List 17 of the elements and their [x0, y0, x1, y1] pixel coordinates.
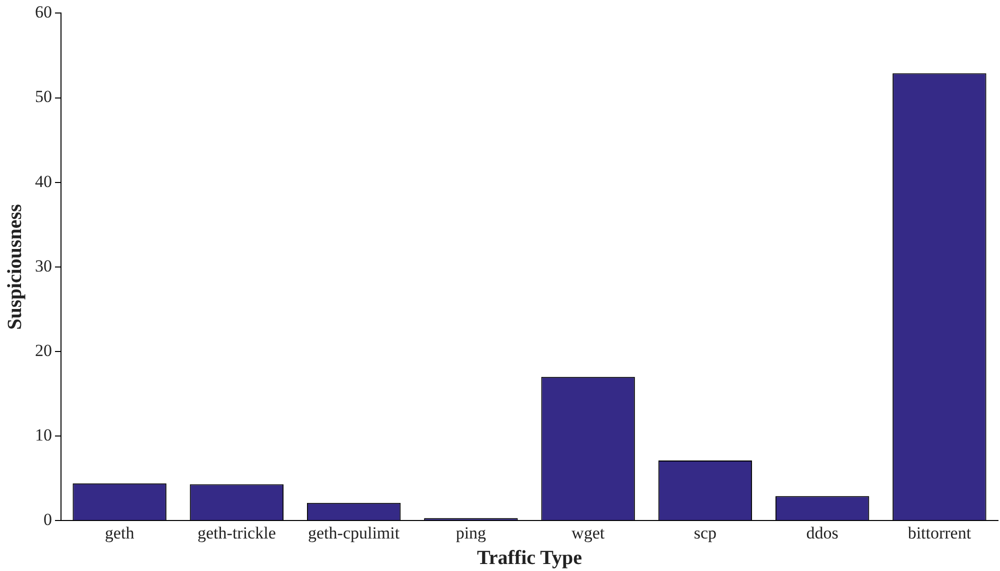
x-tick-label: wget: [572, 523, 605, 542]
y-tick-label: 50: [35, 87, 52, 106]
x-axis-title: Traffic Type: [477, 547, 582, 570]
y-tick-label: 0: [44, 510, 52, 530]
x-tick-label: scp: [694, 523, 717, 542]
y-tick-label: 60: [35, 2, 52, 22]
x-tick-label: geth: [104, 523, 135, 542]
x-tick-label: ddos: [806, 523, 838, 542]
x-tick-label: geth-trickle: [198, 523, 276, 542]
x-tick-label: bittorrent: [908, 523, 972, 542]
y-tick-label: 10: [35, 426, 52, 444]
y-tick-label: 20: [35, 340, 52, 360]
y-tick-label: 40: [35, 172, 52, 191]
x-tick-label: ping: [456, 523, 487, 542]
x-tick-label: geth-cpulimit: [308, 523, 400, 542]
y-axis-title: Suspiciousness: [4, 204, 26, 330]
y-tick-label: 30: [35, 256, 52, 276]
